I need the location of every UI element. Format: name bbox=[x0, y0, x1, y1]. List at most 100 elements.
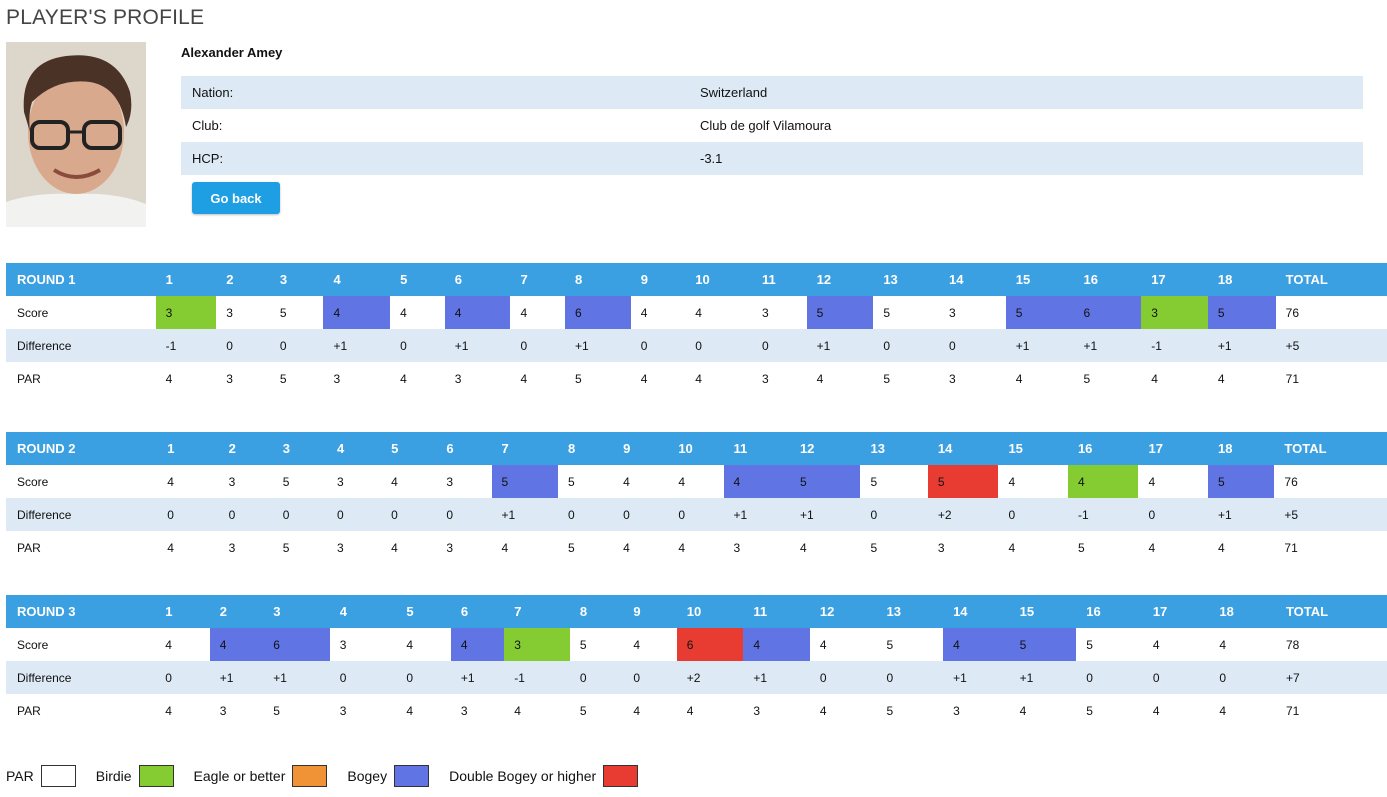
score-total: 76 bbox=[1285, 305, 1300, 320]
score-cell: 4 bbox=[165, 637, 172, 652]
par-cell: 4 bbox=[1008, 540, 1016, 555]
score-cell: 4 bbox=[323, 296, 391, 329]
difference-cell: 0 bbox=[329, 661, 397, 694]
total-header: TOTAL bbox=[1275, 595, 1387, 628]
legend-swatch bbox=[40, 765, 76, 787]
par-cell: 5 bbox=[883, 371, 890, 386]
difference-cell: 0 bbox=[860, 498, 928, 531]
hole-number: 5 bbox=[381, 432, 437, 465]
par-total: 71 bbox=[1285, 703, 1300, 718]
player-name: Alexander Amey bbox=[181, 45, 283, 60]
hole-number: 10 bbox=[668, 432, 724, 465]
score-cell: 4 bbox=[1008, 474, 1016, 489]
hole-number: 8 bbox=[569, 595, 624, 628]
difference-cell: +1 bbox=[450, 661, 505, 694]
hole-number: 15 bbox=[998, 432, 1068, 465]
score-cell: 4 bbox=[167, 474, 174, 489]
score-cell: 4 bbox=[678, 474, 685, 489]
hole-number: 4 bbox=[323, 263, 391, 296]
difference-cell: +1 bbox=[1073, 329, 1142, 362]
par-label: PAR bbox=[17, 703, 41, 718]
par-cell: 4 bbox=[1217, 540, 1225, 555]
difference-cell: +1 bbox=[806, 329, 874, 362]
hole-number: 9 bbox=[613, 432, 669, 465]
hole-number: 2 bbox=[218, 432, 273, 465]
score-cell: 4 bbox=[633, 637, 640, 652]
difference-label: Difference bbox=[6, 329, 156, 362]
hole-number: 15 bbox=[1009, 595, 1077, 628]
difference-cell: 0 bbox=[1142, 661, 1210, 694]
difference-cell: 0 bbox=[436, 498, 492, 531]
hole-number: 11 bbox=[752, 263, 807, 296]
round-header-row: ROUND 2 1 2 3 4 5 6 7 8 9 10 11 12 13 14 15 16 17 18 TOTAL bbox=[6, 432, 1387, 465]
hole-number: 3 bbox=[269, 263, 324, 296]
score-cell: 5 bbox=[1005, 296, 1074, 329]
score-cell: 6 bbox=[565, 296, 631, 329]
score-cell: 4 bbox=[406, 637, 414, 652]
difference-cell: 0 bbox=[272, 498, 327, 531]
par-cell: 4 bbox=[1152, 703, 1160, 718]
difference-cell: 0 bbox=[1076, 661, 1143, 694]
player-photo bbox=[6, 42, 146, 227]
score-cell: 3 bbox=[228, 474, 236, 489]
par-cell: 4 bbox=[400, 371, 407, 386]
score-cell: 4 bbox=[819, 637, 827, 652]
score-cell: 3 bbox=[446, 474, 453, 489]
par-cell: 5 bbox=[567, 540, 575, 555]
score-cell: 3 bbox=[504, 628, 570, 661]
hole-number: 13 bbox=[873, 263, 940, 296]
difference-row: Difference 0 +1 +1 0 0 +1 -1 0 0 +2 +1 0 0 +1 +1 0 0 0 +7 bbox=[6, 661, 1387, 694]
par-cell: 4 bbox=[165, 371, 173, 386]
legend-label: Double Bogey or higher bbox=[449, 768, 597, 784]
legend: PAR Birdie Eagle or better Bogey Double Boge… bbox=[6, 765, 658, 787]
difference-cell: +2 bbox=[927, 498, 999, 531]
legend-swatch bbox=[138, 765, 174, 787]
go-back-button[interactable]: Go back bbox=[192, 182, 280, 214]
score-cell: 4 bbox=[640, 305, 648, 320]
score-cell: 5 bbox=[927, 465, 999, 498]
score-label: Score bbox=[17, 474, 49, 489]
hole-number: 16 bbox=[1073, 263, 1142, 296]
hole-number: 14 bbox=[939, 263, 1006, 296]
par-cell: 3 bbox=[333, 371, 341, 386]
par-cell: 3 bbox=[228, 540, 236, 555]
score-cell: 4 bbox=[743, 628, 810, 661]
difference-cell: +1 bbox=[565, 329, 631, 362]
par-label: PAR bbox=[17, 540, 41, 555]
difference-cell: +1 bbox=[943, 661, 1010, 694]
difference-cell: 0 bbox=[216, 329, 270, 362]
score-cell: 5 bbox=[1086, 637, 1093, 652]
par-row: PAR 4 3 5 3 4 3 4 5 4 4 3 4 5 3 4 5 4 4 71 bbox=[6, 694, 1387, 727]
difference-label: Difference bbox=[6, 498, 158, 531]
par-cell: 3 bbox=[953, 703, 960, 718]
par-cell: 3 bbox=[336, 540, 344, 555]
par-cell: 4 bbox=[799, 540, 807, 555]
difference-cell: 0 bbox=[752, 329, 807, 362]
hole-number: 3 bbox=[272, 432, 327, 465]
par-cell: 5 bbox=[886, 703, 894, 718]
score-cell: 5 bbox=[1207, 296, 1276, 329]
score-cell: 4 bbox=[444, 296, 511, 329]
round-title: ROUND 2 bbox=[6, 432, 158, 465]
difference-total: +5 bbox=[1274, 498, 1387, 531]
hole-number: 16 bbox=[1076, 595, 1143, 628]
par-cell: 4 bbox=[686, 703, 694, 718]
difference-cell: +1 bbox=[743, 661, 810, 694]
hole-number: 11 bbox=[743, 595, 810, 628]
score-cell: 4 bbox=[209, 628, 264, 661]
difference-cell: 0 bbox=[396, 661, 451, 694]
difference-cell: 0 bbox=[218, 498, 273, 531]
hole-number: 11 bbox=[723, 432, 790, 465]
score-cell: 5 bbox=[886, 637, 894, 652]
round-2-table: ROUND 2 1 2 3 4 5 6 7 8 9 10 11 12 13 14 15 16 17 18 TOTAL S… bbox=[6, 432, 1387, 564]
difference-cell: 0 bbox=[809, 661, 877, 694]
par-cell: 4 bbox=[501, 540, 509, 555]
par-cell: 4 bbox=[695, 371, 702, 386]
info-value: Club de golf Vilamoura bbox=[700, 118, 832, 133]
hole-number: 6 bbox=[436, 432, 492, 465]
score-cell: 5 bbox=[282, 474, 290, 489]
difference-total: +5 bbox=[1275, 329, 1387, 362]
hole-number: 8 bbox=[565, 263, 631, 296]
hole-number: 18 bbox=[1209, 595, 1276, 628]
difference-cell: 0 bbox=[326, 498, 382, 531]
